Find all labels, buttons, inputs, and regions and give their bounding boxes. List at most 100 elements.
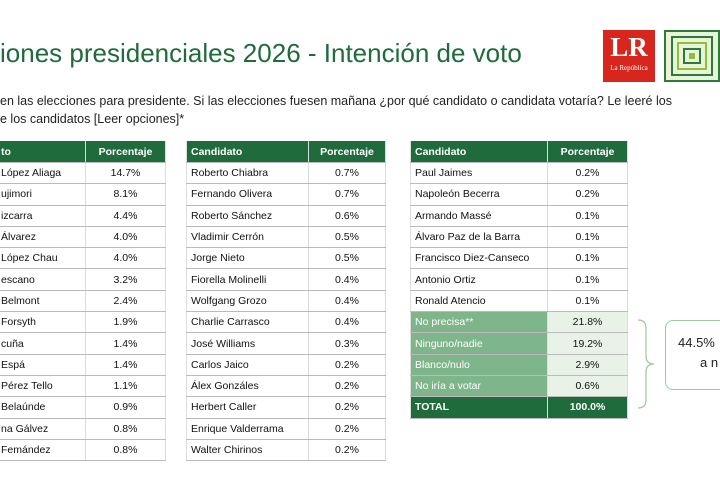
table-row: cuña 1.4% bbox=[0, 332, 166, 355]
column-header: Porcentaje bbox=[85, 141, 166, 163]
candidate: Antonio Ortiz bbox=[410, 268, 548, 291]
percentage: 14.7% bbox=[85, 162, 166, 185]
percentage: 8.1% bbox=[85, 183, 166, 206]
candidate: Fernando Olivera bbox=[186, 183, 309, 206]
percentage: 0.2% bbox=[308, 439, 386, 462]
candidate: Roberto Sánchez bbox=[186, 205, 309, 227]
table-row: Álvaro Paz de la Barra 0.1% bbox=[410, 226, 628, 249]
summary-text: 44.5% bbox=[678, 335, 715, 350]
table-row: Roberto Sánchez 0.6% bbox=[186, 205, 386, 227]
table-row: TOTAL 100.0% bbox=[410, 396, 628, 419]
table-row: Antonio Ortiz 0.1% bbox=[410, 268, 628, 291]
table-row: López Aliaga 14.7% bbox=[0, 162, 166, 185]
table-row: Wolfgang Grozo 0.4% bbox=[186, 290, 386, 313]
candidate: Charlie Carrasco bbox=[186, 311, 309, 334]
summary-box: 44.5% a n bbox=[665, 320, 720, 390]
percentage: 0.2% bbox=[547, 162, 628, 185]
table-row: escano 3.2% bbox=[0, 268, 166, 291]
candidate: cuña bbox=[0, 332, 86, 355]
table-row: Carlos Jaico 0.2% bbox=[186, 354, 386, 376]
logo-mark: LR bbox=[610, 32, 648, 62]
candidate: Álvarez bbox=[0, 226, 86, 249]
percentage: 0.2% bbox=[308, 354, 386, 376]
percentage: 21.8% bbox=[547, 311, 628, 334]
table-row: Ninguno/nadie 19.2% bbox=[410, 332, 628, 355]
column-header: to bbox=[0, 141, 86, 163]
percentage: 4.0% bbox=[85, 226, 166, 249]
candidate: Álex Gonzáles bbox=[186, 375, 309, 398]
table-row: Álvarez 4.0% bbox=[0, 226, 166, 249]
candidate: Belaúnde bbox=[0, 396, 86, 419]
percentage: 4.0% bbox=[85, 247, 166, 270]
table-row: Álex Gonzáles 0.2% bbox=[186, 375, 386, 398]
candidate: TOTAL bbox=[410, 396, 548, 419]
column-header: Porcentaje bbox=[547, 141, 628, 163]
table-row: Fiorella Molinelli 0.4% bbox=[186, 268, 386, 291]
candidate: Roberto Chiabra bbox=[186, 162, 309, 185]
data-table: Candidato Porcentaje Roberto Chiabra 0.7% Fe… bbox=[186, 141, 386, 462]
candidate: Herbert Caller bbox=[186, 396, 309, 419]
percentage: 0.4% bbox=[308, 268, 386, 291]
candidate: Femández bbox=[0, 439, 86, 462]
data-table: Candidato Porcentaje Paul Jaimes 0.2% Napole… bbox=[410, 141, 628, 419]
table-row: López Chau 4.0% bbox=[0, 247, 166, 270]
percentage: 0.2% bbox=[308, 375, 386, 398]
candidate: Álvaro Paz de la Barra bbox=[410, 226, 548, 249]
table-row: Jorge Nieto 0.5% bbox=[186, 247, 386, 270]
header-row: to Porcentaje bbox=[0, 141, 166, 163]
header-row: Candidato Porcentaje bbox=[410, 141, 628, 163]
percentage: 4.4% bbox=[85, 205, 166, 227]
candidate: Francisco Diez-Canseco bbox=[410, 247, 548, 270]
table-row: Pérez Tello 1.1% bbox=[0, 375, 166, 398]
table-row: Femández 0.8% bbox=[0, 439, 166, 462]
candidate: Walter Chirinos bbox=[186, 439, 309, 462]
column-header: Porcentaje bbox=[308, 141, 386, 163]
subtitle: en las elecciones para presidente. Si la… bbox=[0, 94, 672, 108]
percentage: 3.2% bbox=[85, 268, 166, 291]
column-header: Candidato bbox=[186, 141, 309, 163]
table-row: Herbert Caller 0.2% bbox=[186, 396, 386, 419]
candidate: ujimori bbox=[0, 183, 86, 206]
table-row: Espá 1.4% bbox=[0, 354, 166, 376]
percentage: 0.1% bbox=[547, 226, 628, 249]
percentage: 0.8% bbox=[85, 439, 166, 462]
percentage: 100.0% bbox=[547, 396, 628, 419]
table-row: Paul Jaimes 0.2% bbox=[410, 162, 628, 185]
percentage: 1.1% bbox=[85, 375, 166, 398]
column-header: Candidato bbox=[410, 141, 548, 163]
percentage: 0.4% bbox=[308, 290, 386, 313]
candidate: na Gálvez bbox=[0, 418, 86, 440]
candidate: escano bbox=[0, 268, 86, 291]
candidate: Pérez Tello bbox=[0, 375, 86, 398]
percentage: 0.5% bbox=[308, 247, 386, 270]
table-row: Francisco Diez-Canseco 0.1% bbox=[410, 247, 628, 270]
logo-name: La República bbox=[610, 64, 648, 72]
candidate: Fiorella Molinelli bbox=[186, 268, 309, 291]
candidate: No iría a votar bbox=[410, 375, 548, 398]
candidate: López Chau bbox=[0, 247, 86, 270]
percentage: 1.4% bbox=[85, 332, 166, 355]
candidate: Jorge Nieto bbox=[186, 247, 309, 270]
candidate: izcarra bbox=[0, 205, 86, 227]
table-row: Forsyth 1.9% bbox=[0, 311, 166, 334]
percentage: 0.8% bbox=[85, 418, 166, 440]
percentage: 0.9% bbox=[85, 396, 166, 419]
table-row: Armando Massé 0.1% bbox=[410, 205, 628, 227]
table-row: Enrique Valderrama 0.2% bbox=[186, 418, 386, 440]
percentage: 0.4% bbox=[308, 311, 386, 334]
table-row: Vladimir Cerrón 0.5% bbox=[186, 226, 386, 249]
candidate: Forsyth bbox=[0, 311, 86, 334]
subtitle: e los candidatos [Leer opciones]* bbox=[0, 112, 185, 126]
percentage: 0.7% bbox=[308, 162, 386, 185]
title: iones presidenciales 2026 - Intención de… bbox=[0, 38, 522, 68]
summary-text: a n bbox=[700, 355, 719, 370]
table-row: Belaúnde 0.9% bbox=[0, 396, 166, 419]
candidate: Ronald Atencio bbox=[410, 290, 548, 313]
logo: LR La República bbox=[603, 30, 655, 82]
table-row: Walter Chirinos 0.2% bbox=[186, 439, 386, 462]
table-row: na Gálvez 0.8% bbox=[0, 418, 166, 440]
percentage: 0.6% bbox=[308, 205, 386, 227]
candidate: López Aliaga bbox=[0, 162, 86, 185]
candidate: No precisa** bbox=[410, 311, 548, 334]
percentage: 0.7% bbox=[308, 183, 386, 206]
